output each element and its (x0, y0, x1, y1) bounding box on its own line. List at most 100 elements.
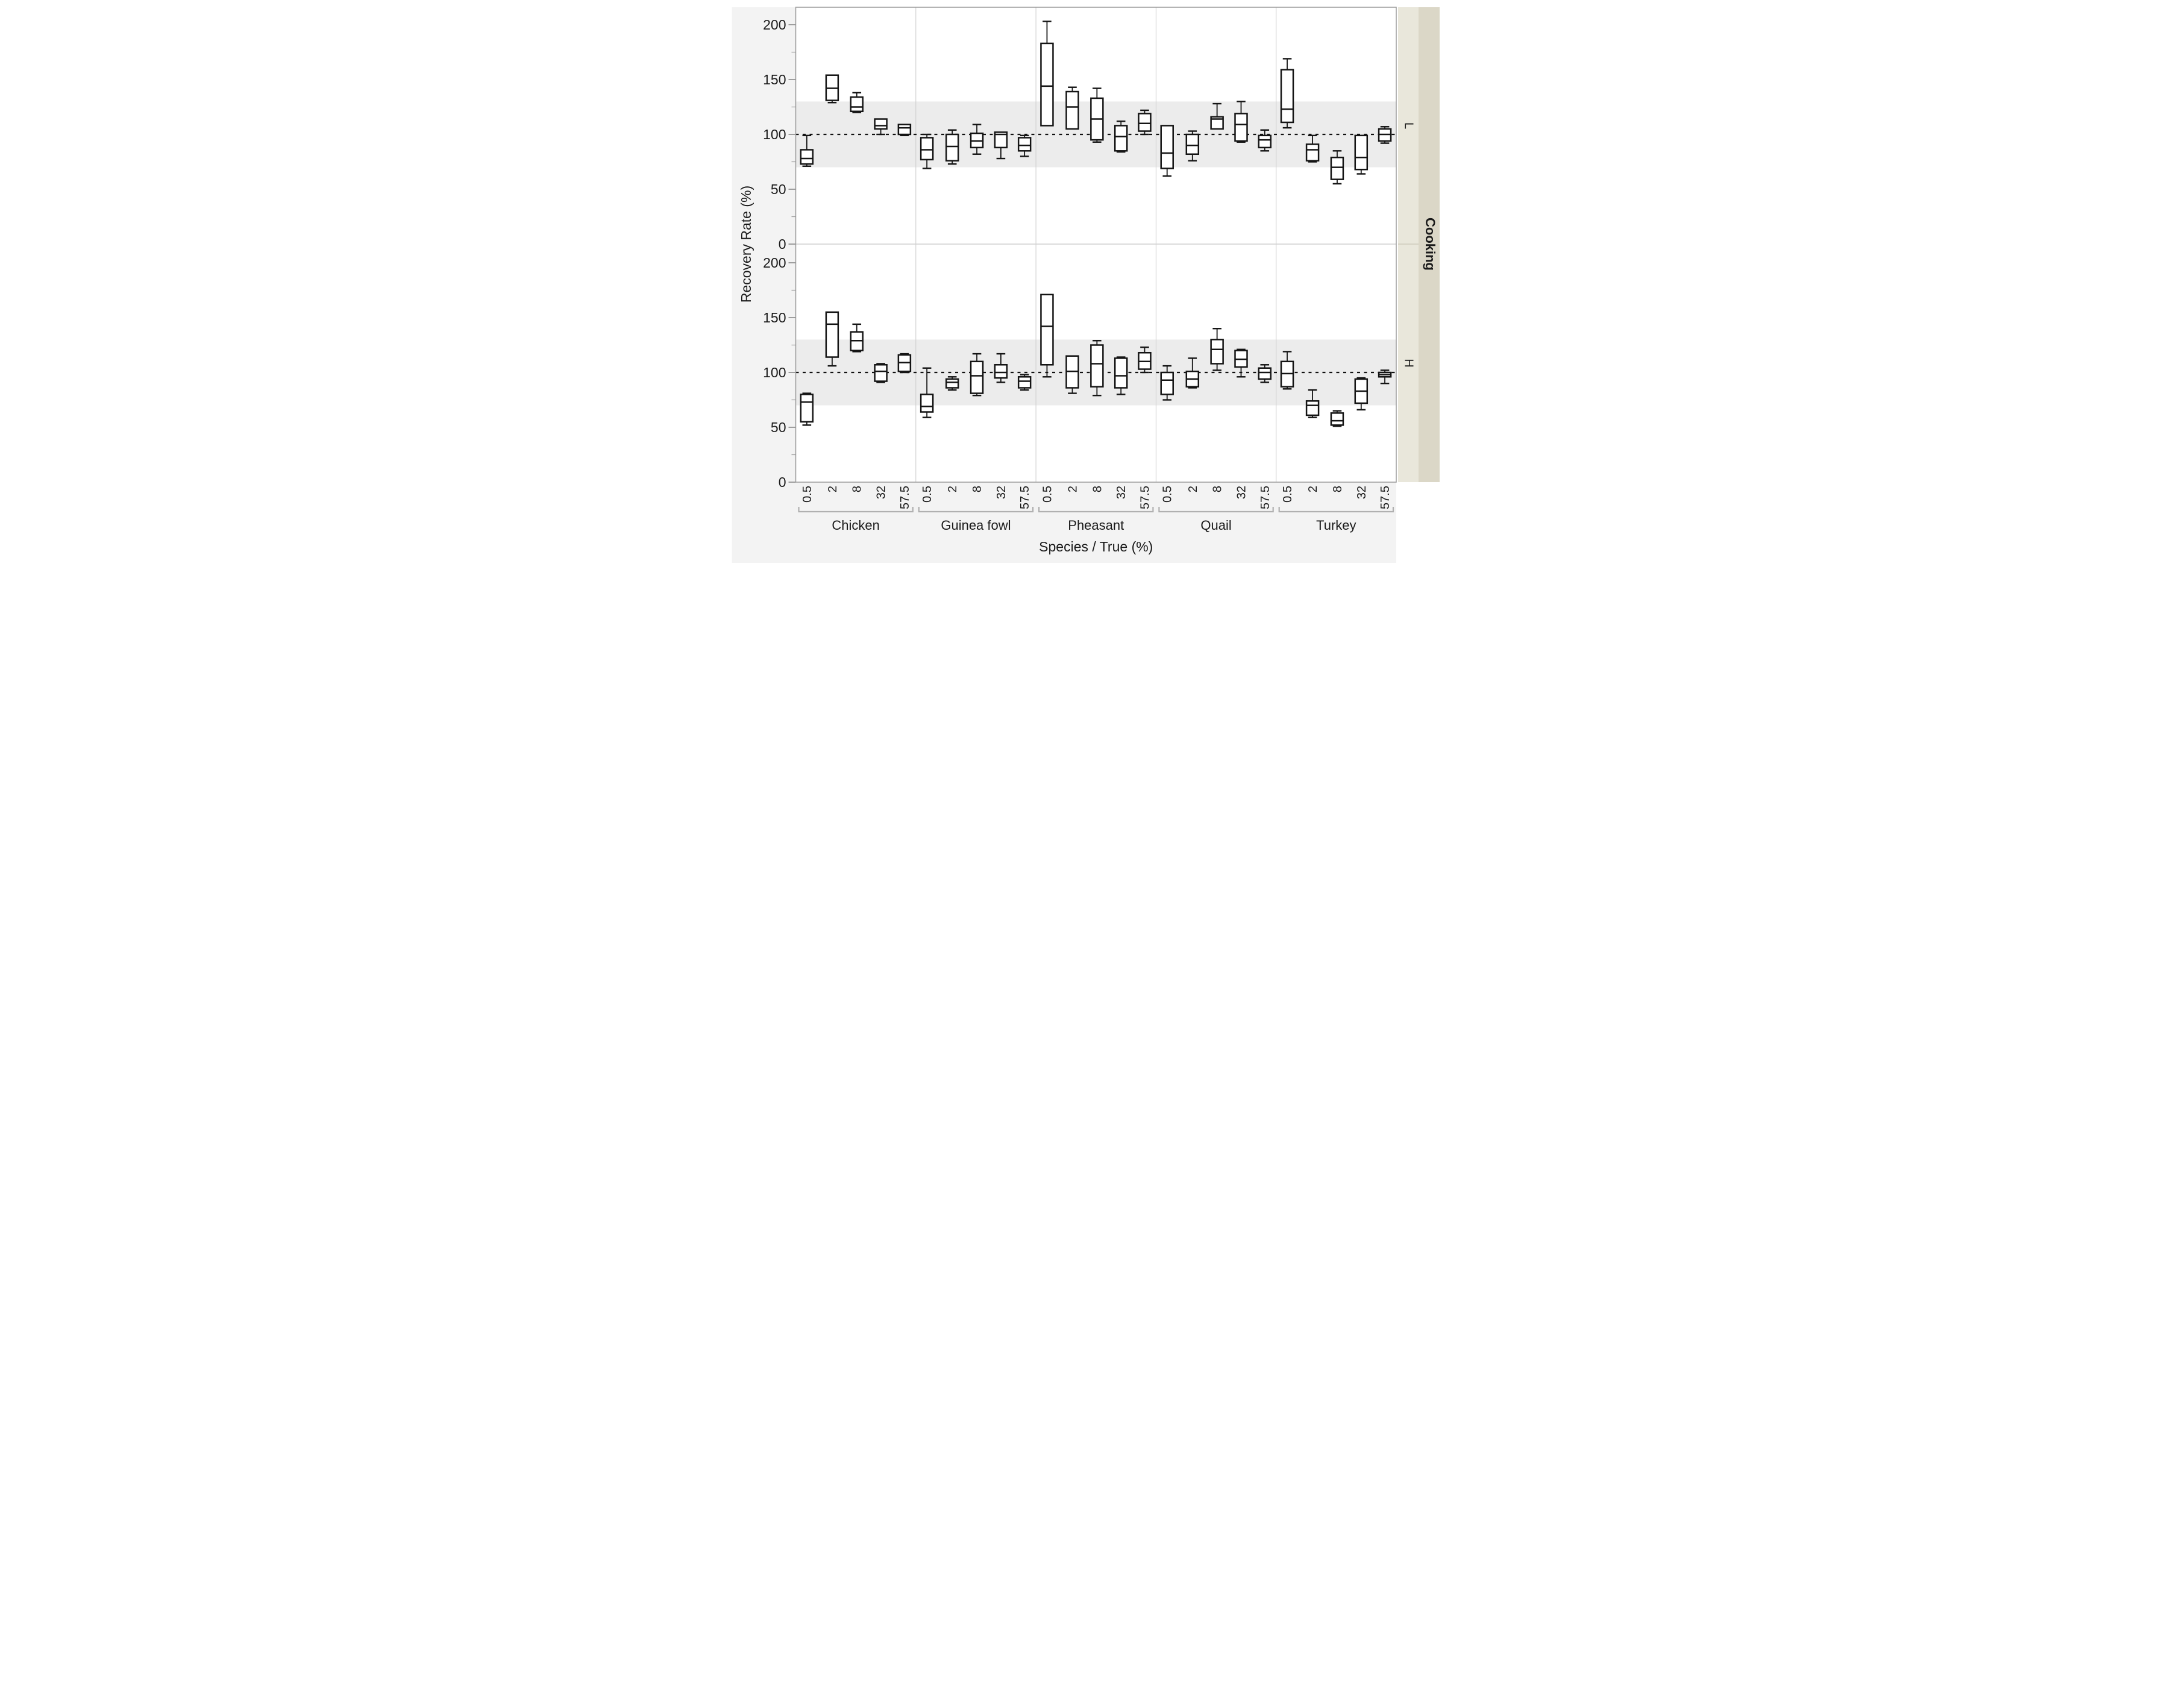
box-L-Guinea fowl-32 (994, 131, 1008, 160)
box-L-Quail-2 (1185, 130, 1199, 162)
y-tick-label: 0 (778, 474, 786, 490)
iqr-box (1039, 42, 1054, 127)
box-L-Quail-57.5 (1258, 129, 1272, 152)
box-L-Turkey-2 (1305, 134, 1319, 163)
iqr-box (945, 378, 959, 389)
x-tick-label: 57.5 (898, 486, 911, 509)
x-axis-title: Species / True (%) (1039, 539, 1153, 554)
box-H-Turkey-0.5 (1280, 351, 1294, 390)
species-bracket (918, 507, 1033, 513)
y-tick-label: 50 (770, 419, 786, 435)
iqr-box (800, 149, 814, 165)
x-tick-label: 0.5 (1041, 486, 1054, 503)
species-label: Pheasant (1068, 518, 1124, 533)
iqr-box (970, 360, 983, 394)
iqr-box (1305, 143, 1319, 162)
box-L-Chicken-8 (849, 92, 864, 113)
x-tick-label: 57.5 (1258, 486, 1272, 509)
panel-variable-strip (1418, 7, 1440, 482)
box-H-Guinea fowl-8 (970, 353, 983, 397)
iqr-box (994, 131, 1008, 149)
iqr-box (1017, 376, 1031, 389)
x-tick-label: 57.5 (1138, 486, 1152, 509)
box-H-Chicken-0.5 (800, 392, 814, 426)
x-tick-label: 57.5 (1018, 486, 1032, 509)
box-L-Turkey-8 (1330, 150, 1344, 185)
x-tick-label: 32 (1115, 486, 1128, 499)
plot-frame (795, 7, 1397, 483)
x-tick-label: 8 (850, 486, 864, 492)
panel-label-L: L (1402, 122, 1415, 129)
x-tick-label: 2 (1066, 486, 1079, 492)
box-H-Chicken-57.5 (897, 353, 911, 374)
y-tick-label: 0 (778, 236, 786, 252)
box-L-Pheasant-0.5 (1039, 20, 1054, 127)
iqr-box (920, 137, 933, 161)
iqr-box (1017, 137, 1031, 152)
x-tick-label: 8 (1331, 486, 1344, 492)
y-tick-label: 200 (763, 255, 786, 271)
species-label: Chicken (832, 518, 879, 533)
box-H-Quail-0.5 (1159, 365, 1174, 401)
species-bracket (1158, 507, 1274, 513)
iqr-box (1039, 294, 1054, 366)
box-L-Pheasant-8 (1090, 87, 1104, 143)
box-L-Chicken-0.5 (800, 134, 814, 167)
box-H-Quail-8 (1209, 328, 1224, 371)
iqr-box (1354, 134, 1368, 171)
box-L-Guinea fowl-2 (945, 129, 959, 165)
iqr-box (1185, 133, 1199, 155)
boxplot-figure: 0 50 100 150 200 0 50 100 150 200 L H Cooking 0.5 2 8 32… (724, 0, 1449, 570)
box-L-Quail-8 (1209, 102, 1224, 130)
x-tick-label: 8 (971, 486, 984, 492)
box-H-Chicken-2 (825, 311, 839, 367)
box-H-Turkey-8 (1330, 410, 1344, 427)
box-L-Guinea fowl-8 (970, 124, 983, 155)
x-tick-label: 32 (1355, 486, 1368, 499)
iqr-box (1330, 156, 1344, 180)
iqr-box (873, 364, 888, 382)
iqr-box (1330, 412, 1344, 426)
x-tick-label: 32 (874, 486, 888, 499)
box-L-Turkey-32 (1354, 134, 1368, 175)
iqr-box (920, 394, 933, 413)
species-label: Turkey (1316, 518, 1356, 533)
box-H-Quail-32 (1234, 348, 1248, 378)
y-tick-label: 200 (763, 17, 786, 33)
iqr-box (849, 96, 864, 113)
x-tick-label: 0.5 (1281, 486, 1294, 503)
iqr-box (897, 124, 911, 136)
iqr-box (1159, 371, 1174, 395)
y-tick-label: 150 (763, 72, 786, 87)
y-axis-gutter (732, 7, 795, 563)
box-H-Guinea fowl-57.5 (1017, 374, 1031, 391)
box-H-Pheasant-8 (1090, 340, 1104, 397)
box-L-Pheasant-57.5 (1137, 109, 1152, 136)
box-L-Quail-0.5 (1159, 125, 1174, 177)
x-tick-label: 57.5 (1379, 486, 1392, 509)
box-L-Chicken-2 (825, 74, 839, 104)
y-tick-label: 100 (763, 127, 786, 142)
iqr-box (873, 118, 888, 130)
iqr-box (945, 133, 959, 162)
box-L-Guinea fowl-0.5 (920, 133, 933, 169)
box-H-Pheasant-32 (1114, 356, 1127, 395)
x-tick-label: 0.5 (1161, 486, 1174, 503)
iqr-box (1258, 134, 1272, 149)
iqr-box (1280, 69, 1294, 124)
iqr-box (1209, 116, 1224, 130)
box-H-Turkey-57.5 (1378, 369, 1391, 385)
iqr-box (994, 364, 1008, 379)
iqr-box (1234, 113, 1248, 142)
iqr-box (1209, 339, 1224, 365)
iqr-box (1114, 125, 1127, 152)
box-L-Chicken-32 (873, 118, 888, 136)
box-H-Guinea fowl-32 (994, 353, 1008, 383)
x-tick-label: 2 (946, 486, 959, 492)
box-L-Turkey-57.5 (1378, 126, 1391, 144)
x-tick-label: 2 (826, 486, 839, 492)
box-H-Guinea fowl-0.5 (920, 367, 933, 418)
box-L-Quail-32 (1234, 101, 1248, 143)
box-H-Turkey-2 (1305, 389, 1319, 418)
species-bracket (1038, 507, 1153, 513)
